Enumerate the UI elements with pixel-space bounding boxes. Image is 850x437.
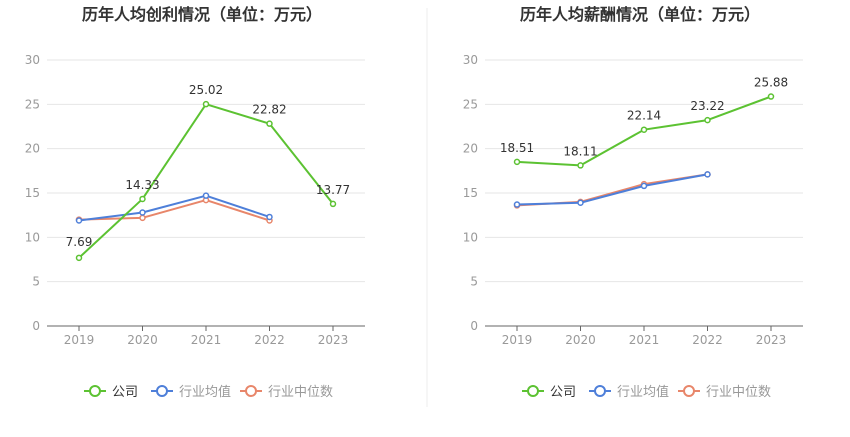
- data-label: 22.14: [627, 109, 661, 123]
- grid: [485, 59, 803, 283]
- legend-industry-median-marker: [245, 385, 257, 397]
- data-label: 25.88: [754, 76, 788, 90]
- data-point-industry-avg: [139, 209, 146, 216]
- legend-company-label: 公司: [550, 385, 576, 400]
- data-point-company: [266, 120, 273, 127]
- y-tick-label: 25: [25, 97, 40, 111]
- y-axis: 0 5 10 15 20 25 30: [463, 53, 478, 333]
- data-point-company: [577, 162, 584, 169]
- legend[interactable]: 公司 行业均值 行业中位数: [84, 384, 333, 400]
- y-tick-label: 30: [463, 53, 478, 67]
- legend-company-marker: [89, 385, 101, 397]
- legend-item-industry-avg[interactable]: 行业均值: [589, 384, 669, 400]
- data-point-industry-avg: [513, 201, 521, 208]
- data-label: 18.11: [563, 144, 597, 158]
- legend-industry-avg-marker: [594, 385, 606, 397]
- data-label: 7.69: [66, 235, 93, 249]
- x-tick-label: 2021: [191, 333, 222, 347]
- data-point-company: [329, 200, 337, 208]
- y-tick-label: 30: [25, 53, 40, 67]
- series-line-industry-avg: [516, 173, 708, 206]
- legend-item-industry-avg[interactable]: 行业均值: [151, 384, 231, 400]
- legend-company-label: 公司: [112, 385, 138, 400]
- data-point-industry-avg: [202, 192, 210, 199]
- data-point-company: [640, 126, 648, 133]
- data-point-industry-avg: [640, 182, 648, 190]
- data-label: 18.51: [500, 141, 534, 155]
- data-label: 14.33: [125, 178, 159, 192]
- data-point-company: [767, 93, 775, 100]
- y-tick-label: 25: [463, 97, 478, 111]
- data-label: 22.82: [252, 103, 286, 117]
- y-tick-label: 15: [25, 186, 40, 200]
- data-point-industry-avg: [704, 171, 711, 178]
- x-tick-label: 2023: [318, 333, 349, 347]
- y-tick-label: 0: [470, 319, 478, 333]
- x-tick-label: 2019: [502, 333, 533, 347]
- chart-title: 历年人均薪酬情况（单位：万元）: [520, 5, 760, 24]
- legend-industry-avg-label: 行业均值: [617, 384, 669, 400]
- x-axis: 2019 2020 2021 2022 2023: [485, 325, 803, 347]
- legend-industry-median-marker: [683, 385, 695, 397]
- data-point-industry-median: [139, 214, 146, 222]
- y-axis: 0 5 10 15 20 25 30: [25, 53, 40, 333]
- y-tick-label: 10: [463, 230, 478, 244]
- y-tick-label: 20: [25, 142, 40, 156]
- x-tick-label: 2020: [127, 333, 158, 347]
- legend-item-industry-median[interactable]: 行业中位数: [678, 385, 771, 400]
- data-point-company: [513, 158, 521, 166]
- legend-company-marker: [527, 385, 539, 397]
- series-line-industry-median: [78, 199, 270, 222]
- legend-item-industry-median[interactable]: 行业中位数: [240, 385, 333, 400]
- series-line-company: [78, 103, 334, 259]
- data-point-industry-avg: [577, 199, 584, 207]
- data-point-company: [139, 195, 146, 203]
- x-tick-label: 2023: [756, 333, 787, 347]
- series-layer: [513, 93, 775, 209]
- legend-industry-median-label: 行业中位数: [706, 385, 771, 400]
- data-point-industry-avg: [75, 217, 83, 224]
- legend-industry-avg-label: 行业均值: [179, 384, 231, 400]
- x-axis: 2019 2020 2021 2022 2023: [47, 325, 365, 347]
- x-tick-label: 2022: [692, 333, 723, 347]
- series-layer: [75, 100, 337, 262]
- data-point-company: [202, 100, 210, 108]
- y-tick-label: 5: [32, 275, 40, 289]
- chart-per-capita-salary: 历年人均薪酬情况（单位：万元） 0 5 10 15 20 25 30 2019 2020 202…: [463, 5, 803, 400]
- x-tick-label: 2020: [565, 333, 596, 347]
- data-point-industry-avg: [266, 213, 273, 221]
- legend[interactable]: 公司 行业均值 行业中位数: [522, 384, 771, 400]
- data-label: 23.22: [690, 99, 724, 113]
- legend-industry-median-label: 行业中位数: [268, 385, 333, 400]
- data-labels: 7.69 14.33 25.02 22.82 13.77: [66, 83, 351, 249]
- legend-item-company[interactable]: 公司: [522, 385, 576, 400]
- y-tick-label: 5: [470, 275, 478, 289]
- series-line-industry-avg: [78, 194, 270, 222]
- x-tick-label: 2022: [254, 333, 285, 347]
- chart-title: 历年人均创利情况（单位：万元）: [82, 5, 322, 24]
- data-point-company: [75, 254, 83, 262]
- chart-per-capita-profit: 历年人均创利情况（单位：万元） 0 5 10 15 20 25 30 2019 2020 202…: [25, 5, 365, 400]
- data-label: 13.77: [316, 183, 350, 197]
- data-point-company: [704, 116, 711, 124]
- x-tick-label: 2019: [64, 333, 95, 347]
- y-tick-label: 10: [25, 230, 40, 244]
- data-label: 25.02: [189, 83, 223, 97]
- data-labels: 18.51 18.11 22.14 23.22 25.88: [500, 76, 788, 159]
- x-tick-label: 2021: [629, 333, 660, 347]
- y-tick-label: 15: [463, 186, 478, 200]
- y-tick-label: 0: [32, 319, 40, 333]
- legend-item-company[interactable]: 公司: [84, 385, 138, 400]
- legend-industry-avg-marker: [156, 385, 168, 397]
- y-tick-label: 20: [463, 142, 478, 156]
